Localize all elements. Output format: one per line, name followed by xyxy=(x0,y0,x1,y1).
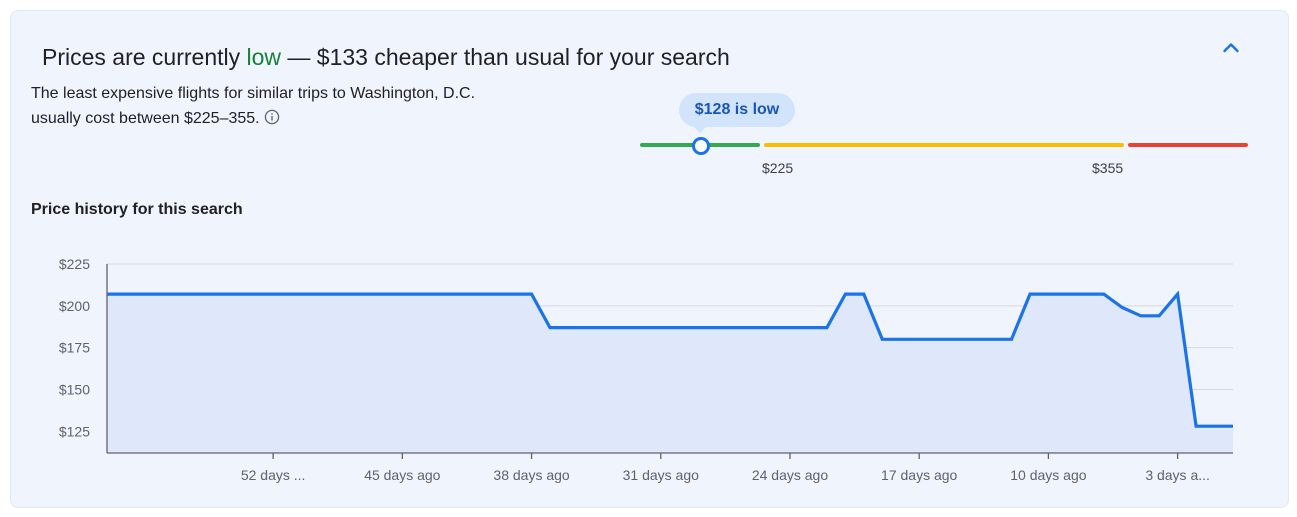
bubble-pointer xyxy=(693,126,707,133)
x-tick-label: 17 days ago xyxy=(881,467,957,483)
typical-price-segment xyxy=(764,143,1124,147)
y-tick-label: $150 xyxy=(59,381,90,397)
collapse-button[interactable] xyxy=(1217,34,1245,62)
typical-high-label: $355 xyxy=(1092,160,1124,176)
x-tick-label: 3 days a... xyxy=(1145,467,1210,483)
price-level-word: low xyxy=(246,44,282,70)
current-price-bubble: $128 is low xyxy=(679,93,795,127)
y-tick-label: $125 xyxy=(59,423,90,439)
headline-suffix: — $133 cheaper than usual for your searc… xyxy=(281,44,730,70)
high-price-segment xyxy=(1128,143,1248,147)
price-status-headline: Prices are currently low — $133 cheaper … xyxy=(42,42,730,72)
typical-price-description: The least expensive flights for similar … xyxy=(31,81,511,133)
headline-prefix: Prices are currently xyxy=(42,44,247,70)
price-history-title: Price history for this search xyxy=(31,201,243,218)
x-tick-label: 10 days ago xyxy=(1010,467,1086,483)
current-price-marker xyxy=(692,137,710,155)
typical-low-label: $225 xyxy=(762,160,794,176)
x-tick-label: 38 days ago xyxy=(493,467,569,483)
info-icon[interactable] xyxy=(264,108,280,133)
x-tick-label: 24 days ago xyxy=(752,467,828,483)
price-area-fill xyxy=(107,294,1233,453)
chevron-up-icon xyxy=(1223,43,1239,53)
typical-price-text: The least expensive flights for similar … xyxy=(31,85,476,127)
x-tick-label: 45 days ago xyxy=(364,467,440,483)
y-tick-label: $200 xyxy=(59,298,90,314)
x-tick-label: 31 days ago xyxy=(623,467,699,483)
y-tick-label: $225 xyxy=(59,256,90,272)
y-tick-label: $175 xyxy=(59,340,90,356)
x-tick-label: 52 days ... xyxy=(241,467,306,483)
price-line xyxy=(107,290,1233,428)
